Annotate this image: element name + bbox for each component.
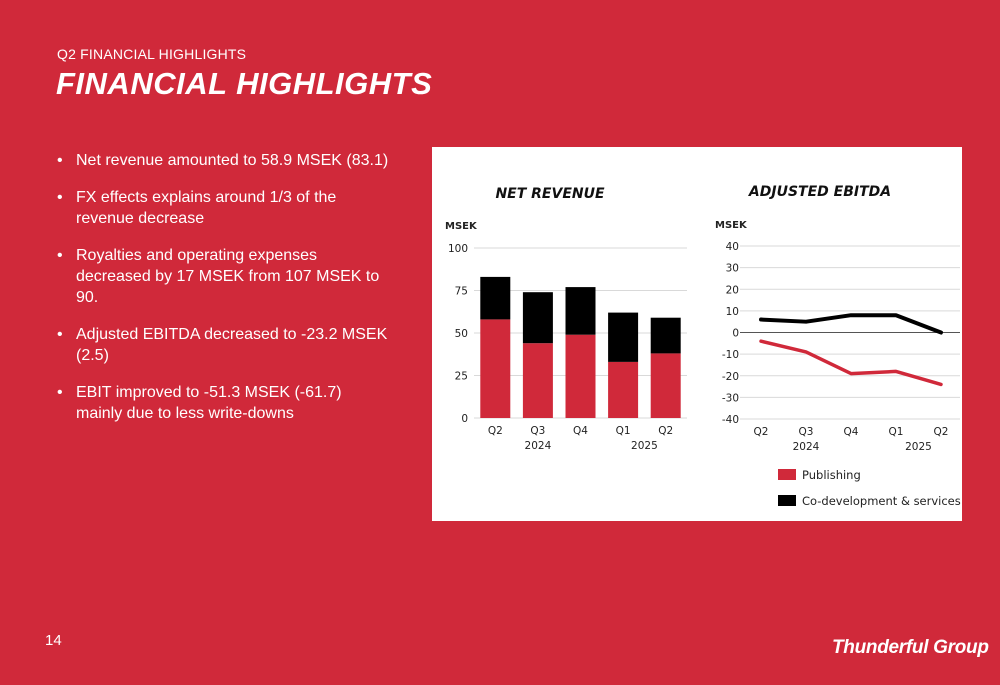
y-tick-label: -10 xyxy=(722,349,739,361)
line-codev xyxy=(759,313,943,335)
x-tick-label: Q2 xyxy=(658,425,673,437)
y-tick-label: 10 xyxy=(726,306,739,318)
legend-swatch xyxy=(778,469,796,480)
chart-title: NET REVENUE xyxy=(495,186,605,202)
chart-panel: NET REVENUE MSEK 0 25 50 75 100 Q2 Q3 Q4 Q1 Q2 2024 2… xyxy=(432,147,962,521)
x-tick-label: Q2 xyxy=(934,426,949,438)
y-tick-label: 25 xyxy=(455,371,468,383)
x-tick-label: Q4 xyxy=(844,426,859,438)
bar-codev xyxy=(565,287,596,335)
bullet-text: Royalties and operating expenses decreas… xyxy=(76,247,380,306)
y-tick-label: -40 xyxy=(722,414,739,426)
section-eyebrow: Q2 FINANCIAL HIGHLIGHTS xyxy=(57,46,247,62)
list-item: • FX effects explains around 1/3 of the r… xyxy=(57,187,392,229)
bar-publishing xyxy=(522,343,553,418)
bullet-text: FX effects explains around 1/3 of the re… xyxy=(76,189,337,227)
x-tick-label: Q4 xyxy=(573,425,588,437)
y-tick-label: 75 xyxy=(455,286,468,298)
legend-label: Co-development & services xyxy=(802,494,961,508)
bar-publishing xyxy=(608,361,639,418)
y-axis-label: MSEK xyxy=(445,221,478,232)
x-year-label: 2024 xyxy=(793,441,820,453)
bar-codev xyxy=(480,276,511,320)
company-logo: Thunderful Group xyxy=(826,630,989,666)
legend-swatch xyxy=(778,495,796,506)
x-tick-label: Q1 xyxy=(889,426,904,438)
chart-title: ADJUSTED EBITDA xyxy=(748,184,891,200)
bullet-icon: • xyxy=(57,384,63,401)
x-tick-label: Q3 xyxy=(799,426,814,438)
x-tick-label: Q2 xyxy=(754,426,769,438)
bullet-text: Adjusted EBITDA decreased to -23.2 MSEK … xyxy=(76,326,388,364)
list-item: • Royalties and operating expenses decrea… xyxy=(57,245,392,308)
x-year-label: 2024 xyxy=(525,440,552,452)
x-tick-label: Q2 xyxy=(488,425,503,437)
y-tick-label: 0 xyxy=(461,413,468,425)
bar-codev xyxy=(650,317,681,354)
y-tick-label: 0 xyxy=(732,328,739,340)
list-item: • EBIT improved to -51.3 MSEK (-61.7) mai… xyxy=(57,382,392,424)
list-item: • Net revenue amounted to 58.9 MSEK (83.1… xyxy=(57,150,392,171)
logo-text: Thunderful Group xyxy=(832,637,989,658)
y-tick-label: 40 xyxy=(726,241,739,253)
legend-label: Publishing xyxy=(802,468,861,482)
x-tick-label: Q1 xyxy=(616,425,631,437)
bar-publishing xyxy=(650,353,681,418)
line-publishing xyxy=(759,339,943,387)
y-tick-label: 100 xyxy=(448,243,468,255)
highlights-list: • Net revenue amounted to 58.9 MSEK (83.1… xyxy=(57,150,392,440)
x-year-label: 2025 xyxy=(905,441,932,453)
y-axis-label: MSEK xyxy=(715,220,748,231)
bullet-icon: • xyxy=(57,189,63,206)
bar-publishing xyxy=(565,334,596,418)
page-number: 14 xyxy=(45,632,62,649)
bullet-icon: • xyxy=(57,326,63,343)
list-item: • Adjusted EBITDA decreased to -23.2 MSEK… xyxy=(57,324,392,366)
bullet-icon: • xyxy=(57,152,63,169)
y-tick-label: 20 xyxy=(726,284,739,296)
bar-codev xyxy=(608,312,639,362)
bar-publishing xyxy=(480,319,511,418)
bullet-text: EBIT improved to -51.3 MSEK (-61.7) main… xyxy=(76,384,342,422)
bar-codev xyxy=(522,292,553,344)
y-tick-label: -20 xyxy=(722,371,739,383)
page-title: FINANCIAL HIGHLIGHTS xyxy=(56,66,433,101)
bullet-icon: • xyxy=(57,247,63,264)
bullet-text: Net revenue amounted to 58.9 MSEK (83.1) xyxy=(76,152,389,169)
x-year-label: 2025 xyxy=(631,440,658,452)
y-tick-label: -30 xyxy=(722,392,739,404)
y-tick-label: 30 xyxy=(726,263,739,275)
x-tick-label: Q3 xyxy=(530,425,545,437)
y-tick-label: 50 xyxy=(455,328,468,340)
